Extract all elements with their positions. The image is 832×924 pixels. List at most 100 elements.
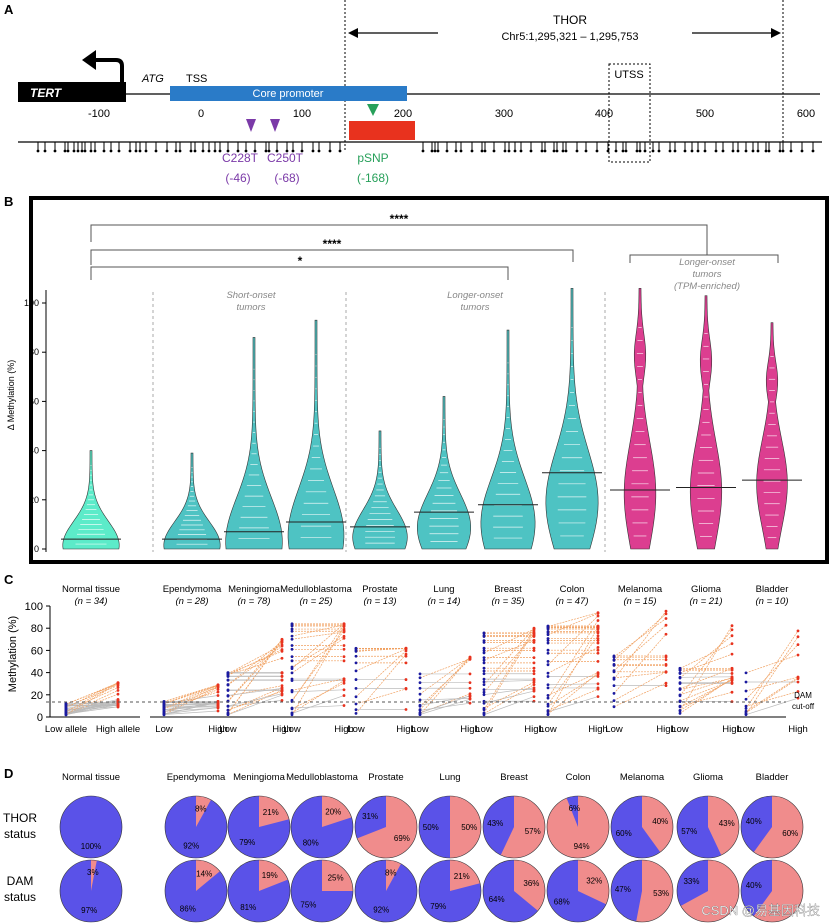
high-allele-point (468, 686, 472, 690)
c-x-label-low: Low (605, 724, 623, 735)
c-y-axis-label: Methylation (%) (7, 616, 19, 692)
cpg-site-dot (811, 149, 815, 153)
pair-line (291, 682, 345, 710)
low-allele-point (482, 666, 486, 670)
c-axes: 0 20 40 60 80 100 (25, 601, 786, 724)
c-x-label-low: Low (283, 724, 301, 735)
high-allele-point (664, 617, 668, 620)
c-x-label-high: High (722, 724, 742, 735)
high-allele-point (596, 614, 600, 618)
cpg-site-dot (93, 149, 97, 153)
pie-positive-label: 50% (461, 823, 477, 832)
high-allele-point (596, 639, 600, 642)
high-allele-point (468, 657, 472, 661)
high-allele-point (280, 640, 284, 644)
panel-label-b: B (4, 194, 13, 209)
low-allele-point (546, 641, 550, 645)
pair-line (65, 703, 119, 707)
group-label-tpm: Longer-onset (679, 257, 735, 268)
pie-outline (610, 859, 674, 923)
pie-positive-slice (514, 860, 545, 911)
cpg-site-dot (134, 149, 138, 153)
low-allele-point (418, 708, 422, 711)
core-promoter-box (170, 86, 407, 101)
c-y-tick-label: 60 (31, 645, 43, 657)
pair-line (163, 684, 219, 702)
pair-line (613, 618, 667, 658)
cpg-site-dot (635, 149, 639, 153)
c-group-name: Bladder (756, 584, 789, 595)
c-group-n: (n = 14) (427, 596, 460, 607)
cpg-site-dot (267, 149, 271, 153)
cpg-site-dot (174, 149, 178, 153)
low-allele-point (482, 631, 486, 635)
cpg-site-dot (584, 149, 588, 153)
pie-negative-label: 86% (180, 904, 196, 913)
pie-positive-slice (91, 860, 97, 891)
pair-line (291, 626, 345, 715)
high-allele-point (342, 629, 346, 632)
low-allele-point (226, 688, 230, 692)
high-allele-point (468, 672, 472, 676)
pie-negative-label: 60% (616, 829, 632, 838)
high-allele-point (532, 627, 536, 631)
c-x-label-high: High (656, 724, 676, 735)
pair-line (679, 678, 733, 711)
pie-negative-label: 6% (569, 804, 581, 813)
low-allele-point (354, 646, 358, 650)
cpg-site-dot (564, 149, 568, 153)
high-allele-point (116, 692, 120, 696)
c250t-label: C250T (267, 151, 304, 165)
cpg-site-dot (513, 149, 517, 153)
low-allele-point (678, 693, 682, 697)
c-x-label-low: Low allele (45, 724, 87, 735)
arrow-left-icon (348, 28, 358, 38)
pie-negative-label: 40% (746, 817, 762, 826)
c-x-label-low: Low (475, 724, 493, 735)
pair-line (745, 697, 799, 716)
high-allele-point (596, 646, 600, 649)
pair-line (547, 620, 599, 699)
low-allele-point (546, 637, 550, 640)
low-allele-point (546, 696, 550, 700)
pair-line (163, 684, 219, 709)
low-allele-point (482, 658, 486, 662)
pie-negative-label: 92% (373, 906, 389, 915)
c-group-n: (n = 34) (74, 596, 107, 607)
c-group-n: (n = 25) (299, 596, 332, 607)
low-allele-point (290, 711, 294, 715)
low-allele-point (226, 683, 230, 686)
pie-negative-label: 97% (81, 906, 97, 915)
low-allele-point (546, 683, 550, 687)
cpg-site-dot (614, 149, 618, 153)
pie-positive-slice (636, 860, 673, 922)
c-group-name: Ependymoma (163, 584, 222, 595)
cpg-site-dot (218, 149, 222, 153)
cpg-site-dot (736, 149, 740, 153)
cpg-site-dot (483, 149, 487, 153)
cpg-site-dot (317, 149, 321, 153)
c-group-name: Meningioma (228, 584, 280, 595)
high-allele-point (280, 674, 284, 678)
high-allele-point (796, 696, 800, 700)
position-tick: -100 (88, 108, 110, 120)
position-tick: 600 (797, 108, 815, 120)
pair-line (483, 627, 535, 685)
row-label-dam-2: status (4, 890, 36, 904)
pair-line (679, 635, 733, 679)
high-allele-point (664, 609, 668, 613)
high-allele-point (342, 681, 346, 685)
pair-line (547, 612, 599, 627)
cpg-site-dot (244, 149, 248, 153)
cpg-site-dot (63, 149, 67, 153)
panel-a: A THOR Chr5:1,295,321 – 1,295,753 TERT A… (4, 0, 822, 185)
high-allele-point (532, 633, 536, 637)
violin-plots (61, 287, 802, 550)
pie-positive-slice (322, 796, 352, 827)
pair-line (65, 682, 119, 708)
cpg-site-dot (651, 149, 655, 153)
high-allele-point (532, 646, 536, 650)
high-allele-point (342, 636, 346, 640)
low-allele-point (546, 625, 550, 629)
low-allele-point (546, 704, 550, 708)
